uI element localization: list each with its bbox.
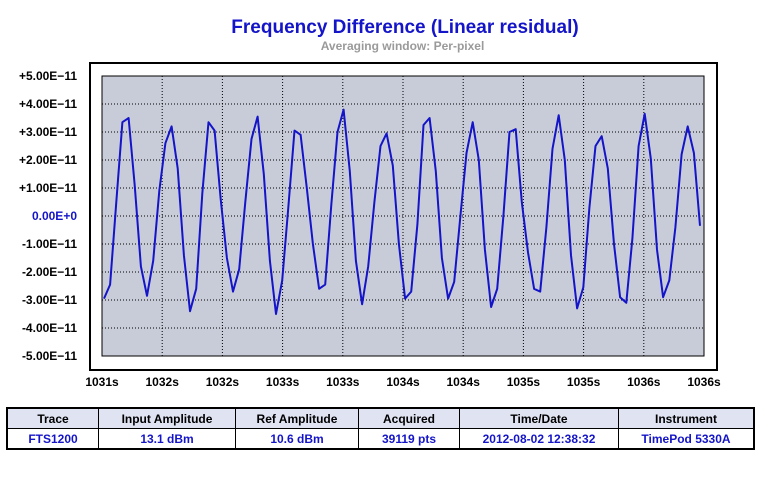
value-acquired: 39119 pts — [358, 428, 460, 450]
y-tick-label: -1.00E−11 — [22, 237, 77, 251]
x-tick-label: 1034s — [386, 375, 420, 389]
y-tick-label: +2.00E−11 — [19, 153, 77, 167]
x-tick-label: 1033s — [266, 375, 300, 389]
value-ref-amplitude: 10.6 dBm — [235, 428, 359, 450]
x-tick-label: 1035s — [507, 375, 541, 389]
x-tick-label: 1031s — [85, 375, 119, 389]
y-tick-labels: +5.00E−11 +4.00E−11 +3.00E−11 +2.00E−11 +1.0… — [19, 69, 77, 363]
y-tick-label: -5.00E−11 — [22, 349, 77, 363]
x-tick-label: 1036s — [627, 375, 661, 389]
header-time-date: Time/Date — [459, 407, 619, 429]
chart-title: Frequency Difference (Linear residual) — [231, 17, 579, 38]
value-instrument: TimePod 5330A — [618, 428, 755, 450]
x-tick-label: 1034s — [447, 375, 481, 389]
y-tick-label: +3.00E−11 — [19, 125, 77, 139]
info-table: Trace Input Amplitude Ref Amplitude Acqu… — [6, 407, 755, 450]
series-line — [103, 108, 701, 315]
info-table-value-row: FTS1200 13.1 dBm 10.6 dBm 39119 pts 2012… — [6, 428, 755, 450]
series-line-group — [103, 108, 701, 315]
y-tick-label: -4.00E−11 — [22, 321, 77, 335]
value-input-amplitude: 13.1 dBm — [98, 428, 236, 450]
header-acquired: Acquired — [358, 407, 460, 429]
header-ref-amplitude: Ref Amplitude — [235, 407, 359, 429]
y-tick-label: +1.00E−11 — [19, 181, 77, 195]
y-tick-label: +5.00E−11 — [19, 69, 77, 83]
value-trace: FTS1200 — [6, 428, 99, 450]
info-table-header-row: Trace Input Amplitude Ref Amplitude Acqu… — [6, 407, 755, 429]
y-tick-label: -3.00E−11 — [22, 293, 77, 307]
y-tick-label: 0.00E+0 — [32, 209, 77, 223]
x-tick-label: 1035s — [567, 375, 601, 389]
value-time-date: 2012-08-02 12:38:32 — [459, 428, 619, 450]
y-tick-label: +4.00E−11 — [19, 97, 77, 111]
chart-subtitle: Averaging window: Per-pixel — [320, 39, 485, 53]
x-tick-label: 1032s — [206, 375, 240, 389]
x-tick-label: 1033s — [326, 375, 360, 389]
chart-plot: +5.00E−11 +4.00E−11 +3.00E−11 +2.00E−11 +1.0… — [19, 62, 721, 389]
x-tick-label: 1032s — [146, 375, 180, 389]
x-tick-label: 1036s — [687, 375, 721, 389]
y-tick-label: -2.00E−11 — [22, 265, 77, 279]
header-instrument: Instrument — [618, 407, 755, 429]
header-trace: Trace — [6, 407, 99, 429]
header-input-amplitude: Input Amplitude — [98, 407, 236, 429]
x-tick-labels: 1031s 1032s 1032s 1033s 1033s 1034s 1034s 1035s… — [85, 375, 721, 389]
